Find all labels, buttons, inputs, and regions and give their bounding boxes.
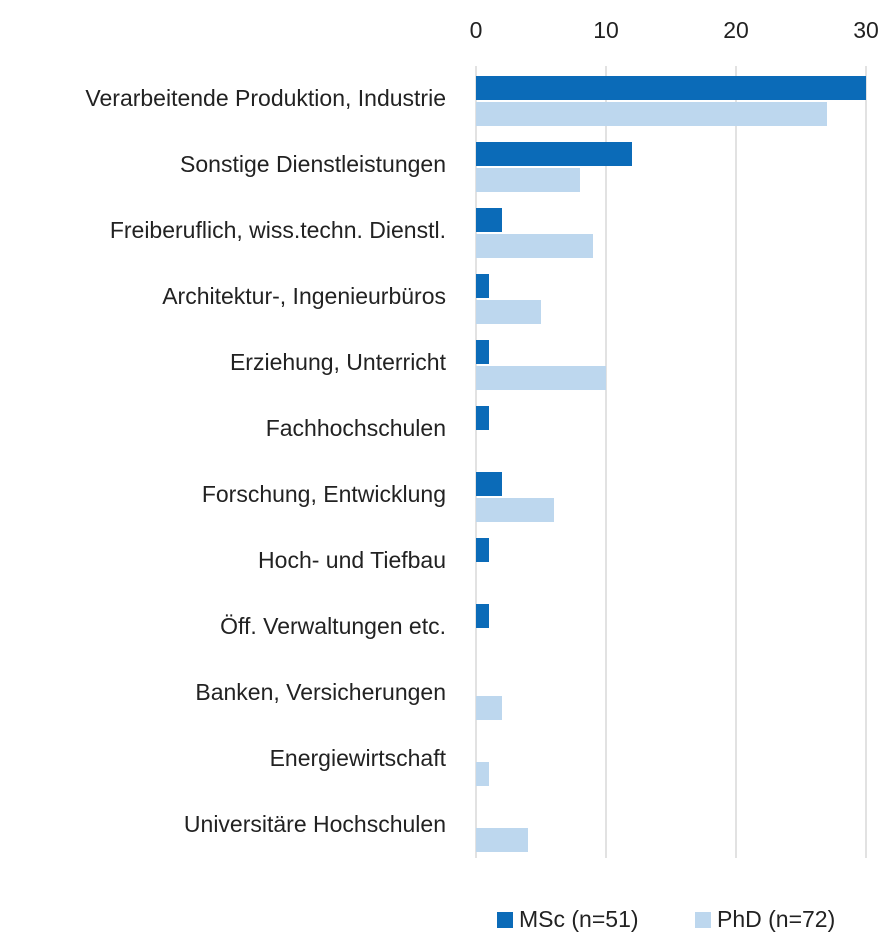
y-tick-label: Banken, Versicherungen: [195, 679, 446, 705]
y-tick-label: Energiewirtschaft: [270, 745, 447, 771]
bar: [476, 538, 489, 562]
x-tick-label: 20: [723, 17, 749, 43]
bar: [476, 76, 866, 100]
y-tick-label: Freiberuflich, wiss.techn. Dienstl.: [110, 217, 446, 243]
legend-label: PhD (n=72): [717, 906, 835, 932]
y-tick-label: Architektur-, Ingenieurbüros: [162, 283, 446, 309]
legend-label: MSc (n=51): [519, 906, 639, 932]
bar: [476, 696, 502, 720]
bar: [476, 472, 502, 496]
y-tick-label: Fachhochschulen: [266, 415, 446, 441]
bar: [476, 168, 580, 192]
bar: [476, 406, 489, 430]
y-tick-label: Hoch- und Tiefbau: [258, 547, 446, 573]
bar: [476, 300, 541, 324]
x-tick-label: 30: [853, 17, 879, 43]
y-tick-label: Verarbeitende Produktion, Industrie: [85, 85, 446, 111]
y-tick-label: Universitäre Hochschulen: [184, 811, 446, 837]
bar: [476, 604, 489, 628]
bar: [476, 234, 593, 258]
bar: [476, 340, 489, 364]
bar: [476, 142, 632, 166]
x-tick-label: 0: [470, 17, 483, 43]
y-tick-label: Sonstige Dienstleistungen: [180, 151, 446, 177]
bar: [476, 208, 502, 232]
bar: [476, 274, 489, 298]
x-tick-label: 10: [593, 17, 619, 43]
bar: [476, 498, 554, 522]
bar: [476, 828, 528, 852]
bar: [476, 366, 606, 390]
bar: [476, 102, 827, 126]
bar: [476, 762, 489, 786]
y-tick-label: Erziehung, Unterricht: [230, 349, 447, 375]
legend-swatch: [695, 912, 711, 928]
y-tick-label: Forschung, Entwicklung: [202, 481, 446, 507]
legend-swatch: [497, 912, 513, 928]
y-tick-label: Öff. Verwaltungen etc.: [220, 613, 446, 639]
